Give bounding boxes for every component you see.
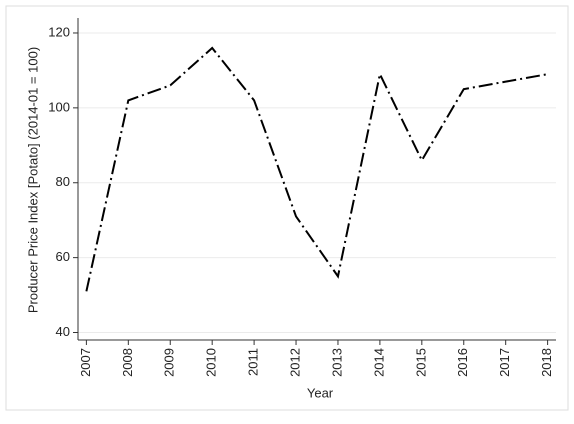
- x-tick-label: 2016: [455, 348, 470, 377]
- x-tick-label: 2014: [371, 348, 386, 377]
- y-tick-label: 120: [48, 24, 70, 39]
- y-tick-label: 100: [48, 99, 70, 114]
- x-tick-label: 2008: [120, 348, 135, 377]
- x-tick-label: 2018: [539, 348, 554, 377]
- x-tick-label: 2017: [497, 348, 512, 377]
- x-tick-label: 2009: [162, 348, 177, 377]
- y-tick-label: 80: [56, 174, 70, 189]
- y-tick-label: 60: [56, 249, 70, 264]
- x-tick-label: 2011: [246, 348, 261, 376]
- x-axis-title: Year: [307, 385, 334, 400]
- figure-frame: [5, 5, 569, 411]
- x-tick-label: 2010: [204, 348, 219, 377]
- x-tick-label: 2012: [287, 348, 302, 377]
- x-tick-label: 2013: [329, 348, 344, 377]
- x-tick-label: 2015: [413, 348, 428, 377]
- data-line: [85, 46, 548, 292]
- y-tick-label: 40: [56, 324, 70, 339]
- x-tick-label: 2007: [78, 348, 93, 377]
- y-axis-title: Producer Price Index [Potato] (2014-01 =…: [25, 47, 40, 313]
